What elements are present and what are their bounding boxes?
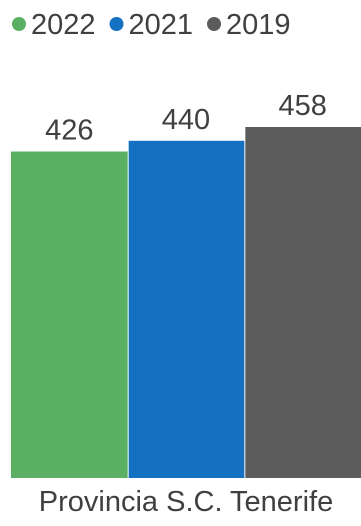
data-label-2019: 458 <box>278 90 326 122</box>
legend-marker-2019 <box>207 17 222 31</box>
legend-label-2021: 2021 <box>129 9 194 41</box>
bar-2021 <box>128 140 245 479</box>
bar-2022 <box>11 151 128 478</box>
data-labels-group: 426 440 458 <box>45 90 327 147</box>
legend: 2022 2021 2019 <box>12 9 291 41</box>
data-label-2022: 426 <box>45 115 93 147</box>
bar-2019 <box>245 127 361 478</box>
bars-group <box>11 127 361 479</box>
legend-label-2022: 2022 <box>31 9 96 41</box>
x-axis: Provincia S.C. Tenerife <box>39 486 333 518</box>
legend-label-2019: 2019 <box>226 9 291 41</box>
legend-marker-2021 <box>109 17 124 31</box>
x-tick-label: Provincia S.C. Tenerife <box>39 486 333 518</box>
legend-marker-2022 <box>12 17 26 31</box>
data-label-2021: 440 <box>162 104 210 136</box>
